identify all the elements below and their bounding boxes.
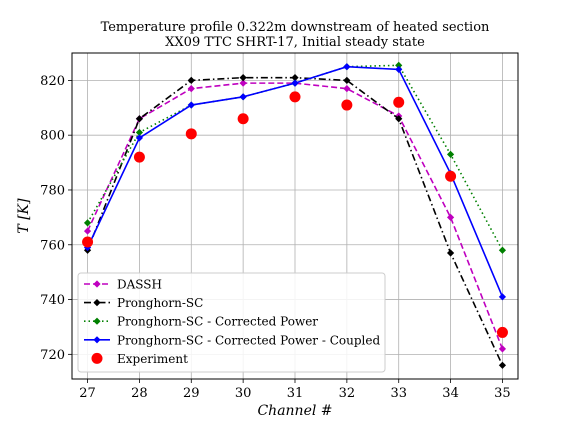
x-axis-title: Channel # bbox=[257, 403, 332, 419]
data-point bbox=[446, 213, 455, 221]
data-point bbox=[498, 345, 507, 353]
data-point bbox=[291, 74, 299, 82]
data-point bbox=[237, 113, 249, 125]
legend-entry: Experiment bbox=[91, 352, 188, 366]
data-point bbox=[291, 79, 299, 87]
data-point bbox=[343, 85, 351, 93]
x-tick-label: 33 bbox=[390, 386, 407, 401]
y-axis-title: T [K] bbox=[16, 198, 32, 234]
data-point bbox=[185, 128, 197, 140]
x-tick-label: 29 bbox=[183, 386, 200, 401]
x-tick-label: 28 bbox=[131, 386, 148, 401]
legend-label: DASSH bbox=[117, 278, 162, 292]
data-point bbox=[395, 65, 403, 74]
x-tick-label: 30 bbox=[235, 386, 252, 401]
data-point bbox=[395, 115, 403, 123]
legend-marker bbox=[91, 352, 103, 364]
x-tick-label: 34 bbox=[442, 386, 459, 401]
legend-marker bbox=[93, 280, 101, 288]
x-tick-label: 35 bbox=[494, 386, 511, 401]
y-tick-label: 720 bbox=[40, 348, 65, 363]
legend-marker bbox=[93, 336, 101, 344]
data-point bbox=[239, 79, 247, 87]
chart-subtitle: XX09 TTC SHRT-17, Initial steady state bbox=[165, 35, 425, 50]
data-point bbox=[498, 361, 507, 369]
legend-label: Pronghorn-SC - Corrected Power - Coupled bbox=[117, 333, 380, 347]
series-4 bbox=[82, 91, 508, 338]
data-point bbox=[135, 128, 144, 137]
data-point bbox=[289, 91, 301, 103]
data-point bbox=[343, 63, 351, 71]
data-point bbox=[341, 99, 353, 111]
data-point bbox=[83, 227, 92, 235]
chart-title: Temperature profile 0.322m downstream of… bbox=[101, 20, 490, 35]
legend-label: Pronghorn-SC bbox=[117, 296, 203, 310]
data-point bbox=[82, 236, 94, 248]
data-point bbox=[498, 293, 507, 301]
data-point bbox=[135, 134, 144, 142]
data-point bbox=[187, 76, 195, 84]
legend-entry: Pronghorn-SC - Corrected Power - Coupled bbox=[84, 333, 380, 347]
y-tick-label: 780 bbox=[40, 183, 65, 198]
legend: DASSH Pronghorn-SC Pronghorn-SC - Correcte… bbox=[77, 272, 386, 373]
data-point bbox=[446, 150, 455, 158]
data-point bbox=[239, 74, 247, 82]
y-tick-label: 800 bbox=[40, 129, 65, 144]
ticks: 27 28 29 30 31 32 33 34 35 720 740 760 780 800 820 bbox=[40, 74, 511, 401]
data-point bbox=[187, 101, 195, 109]
legend-marker bbox=[93, 299, 101, 307]
x-tick-label: 31 bbox=[287, 386, 304, 401]
y-tick-label: 760 bbox=[40, 238, 65, 253]
data-point bbox=[187, 85, 195, 93]
y-tick-label: 820 bbox=[40, 74, 65, 89]
legend-box bbox=[77, 272, 386, 373]
data-point bbox=[133, 151, 145, 163]
x-tick-label: 32 bbox=[339, 386, 356, 401]
data-point bbox=[239, 93, 247, 101]
legend-label: Pronghorn-SC - Corrected Power bbox=[117, 315, 318, 329]
legend-entry: Pronghorn-SC - Corrected Power bbox=[84, 315, 318, 329]
y-tick-label: 740 bbox=[40, 293, 65, 308]
data-point bbox=[83, 219, 92, 227]
data-point bbox=[446, 249, 455, 257]
series-layer bbox=[82, 61, 508, 369]
data-point bbox=[135, 115, 144, 123]
series-3 bbox=[83, 63, 507, 301]
legend-entry: DASSH bbox=[84, 278, 162, 292]
legend-label: Experiment bbox=[117, 352, 188, 366]
data-point bbox=[395, 61, 403, 69]
data-point bbox=[498, 246, 507, 254]
data-point bbox=[343, 76, 351, 84]
legend-entry: Pronghorn-SC bbox=[84, 296, 203, 310]
data-point bbox=[393, 96, 405, 108]
data-point bbox=[445, 170, 457, 182]
x-tick-label: 27 bbox=[79, 386, 96, 401]
legend-marker bbox=[93, 317, 101, 325]
data-point bbox=[496, 326, 508, 338]
